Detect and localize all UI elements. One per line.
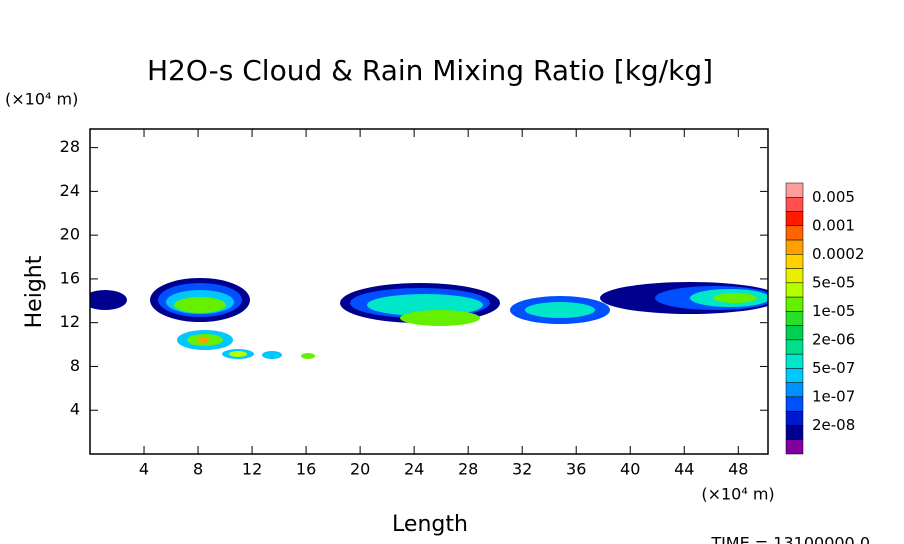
x-tick-label: 16: [296, 460, 316, 479]
x-tick-label: 20: [350, 460, 370, 479]
colorbar-swatch: [785, 282, 804, 298]
y-tick-label: 12: [60, 312, 80, 331]
colorbar-swatch: [785, 382, 804, 398]
colorbar-swatch: [785, 339, 804, 355]
colorbar-label: 0.0002: [812, 245, 865, 263]
y-tick-label: 28: [60, 137, 80, 156]
colorbar-swatch: [785, 439, 804, 455]
colorbar-label: 1e-07: [812, 387, 855, 405]
x-tick-label: 28: [458, 460, 478, 479]
colorbar-swatch: [785, 325, 804, 341]
x-axis-label: Length: [392, 512, 468, 537]
colorbar-label: 5e-07: [812, 359, 855, 377]
y-tick-label: 20: [60, 225, 80, 244]
y-tick-label: 16: [60, 268, 80, 287]
colorbar-swatch: [785, 410, 804, 426]
colorbar-swatch: [785, 182, 804, 198]
colorbar-swatch: [785, 396, 804, 412]
colorbar-swatch: [785, 311, 804, 326]
y-tick-label: 8: [70, 356, 80, 375]
x-tick-label: 12: [242, 460, 262, 479]
x-unit: (×10⁴ m): [701, 485, 774, 504]
x-tick-label: 40: [620, 460, 640, 479]
chart-title: H2O-s Cloud & Rain Mixing Ratio [kg/kg]: [147, 54, 713, 87]
colorbar-swatch: [785, 353, 804, 369]
footer: TIME = 13100000.0: [710, 534, 870, 544]
x-tick-label: 8: [193, 460, 203, 479]
colorbar-swatch: [785, 254, 804, 269]
y-axis-label: Height: [22, 255, 47, 328]
colorbar-label: 1e-05: [812, 302, 855, 320]
colorbar-swatch: [785, 197, 804, 212]
colorbar-label: 5e-05: [812, 273, 855, 291]
colorbar-label: 2e-06: [812, 330, 855, 348]
x-tick-label: 24: [404, 460, 424, 479]
colorbar-swatch: [785, 425, 804, 440]
x-tick-label: 44: [674, 460, 694, 479]
y-unit: (×10⁴ m): [5, 90, 78, 109]
x-tick-label: 32: [512, 460, 532, 479]
colorbar-swatch: [785, 239, 804, 255]
colorbar-label: 0.005: [812, 188, 855, 206]
colorbar-label: 0.001: [812, 216, 855, 234]
colorbar-swatch: [785, 296, 804, 312]
colorbar-swatch: [785, 211, 804, 227]
contour-field: [90, 278, 768, 359]
colorbar-swatch: [785, 368, 804, 383]
colorbar-label: 2e-08: [812, 416, 855, 434]
plot-frame: [89, 128, 769, 455]
y-tick-label: 4: [70, 400, 80, 419]
colorbar-swatch: [785, 225, 804, 241]
colorbar-swatch: [785, 268, 804, 284]
x-tick-label: 4: [139, 460, 149, 479]
x-tick-label: 48: [728, 460, 748, 479]
y-tick-label: 24: [60, 181, 80, 200]
x-tick-label: 36: [566, 460, 586, 479]
